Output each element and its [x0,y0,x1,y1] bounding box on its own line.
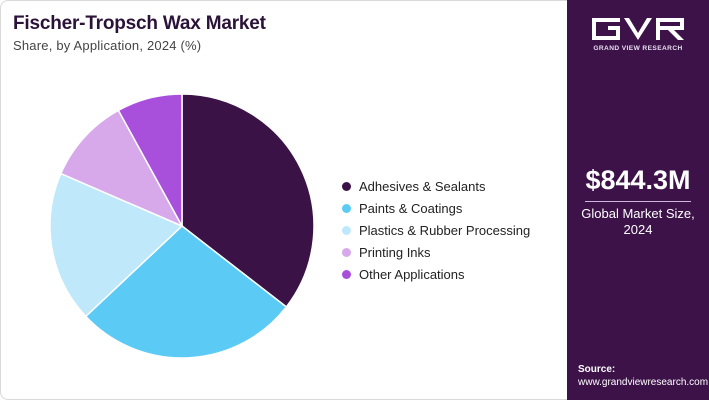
chart-area: Fischer-Tropsch Wax Market Share, by App… [1,1,568,399]
pie-slice-plastics-rubber-processing [49,172,184,318]
pie-slice-adhesives-sealants [181,93,315,308]
legend-swatch [342,203,351,213]
brand-name: GRAND VIEW RESEARCH [593,45,683,52]
market-size-label-line2: 2024 [623,222,653,237]
legend-swatch [342,225,351,235]
source-label: Source: [578,364,616,375]
gvr-logo-icon [592,18,684,40]
legend: Adhesives & Sealants Paints & Coatings Pla… [342,175,530,285]
market-size-label: Global Market Size, 2024 [567,206,709,238]
legend-label: Printing Inks [359,244,431,260]
chart-title: Fischer-Tropsch Wax Market [13,13,266,34]
legend-item: Plastics & Rubber Processing [342,219,530,241]
legend-label: Adhesives & Sealants [359,178,486,194]
legend-item: Printing Inks [342,241,530,263]
pie-chart [49,93,315,359]
legend-label: Other Applications [359,266,465,282]
pie-slice-paints-coatings [84,225,288,359]
legend-swatch [342,269,351,279]
summary-panel: GRAND VIEW RESEARCH $844.3M Global Marke… [567,0,709,400]
legend-item: Paints & Coatings [342,197,530,219]
pie-slice-printing-inks [59,109,184,228]
legend-swatch [342,247,351,257]
divider [585,201,691,202]
legend-swatch [342,181,351,191]
legend-item: Other Applications [342,263,530,285]
pie-slice-other-applications [117,93,183,227]
chart-subtitle: Share, by Application, 2024 (%) [13,38,202,53]
market-size-label-line1: Global Market Size, [581,206,695,221]
legend-item: Adhesives & Sealants [342,175,530,197]
legend-label: Paints & Coatings [359,200,463,216]
market-size-value: $844.3M [585,165,691,195]
brand-logo: GRAND VIEW RESEARCH [590,18,686,52]
source-link[interactable]: www.grandviewresearch.com [578,377,709,388]
legend-label: Plastics & Rubber Processing [359,222,531,238]
